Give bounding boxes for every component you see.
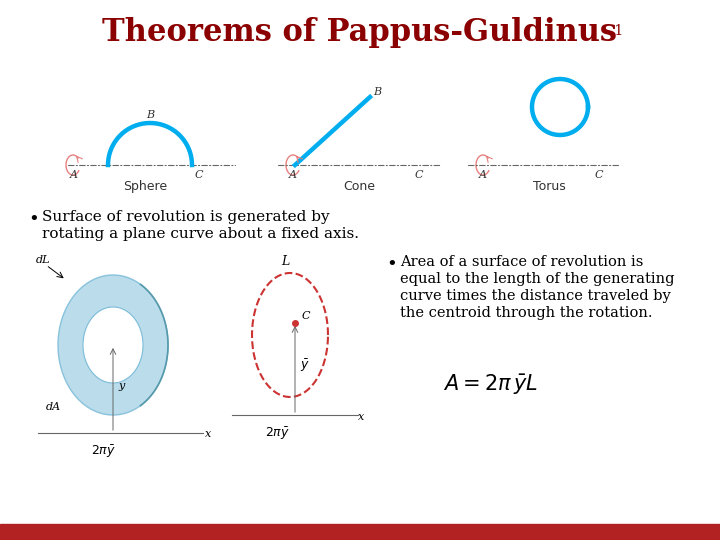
Text: C: C: [302, 311, 310, 321]
Text: B: B: [373, 87, 381, 97]
Text: dA: dA: [46, 402, 61, 412]
Text: A: A: [289, 170, 297, 180]
Polygon shape: [83, 307, 143, 383]
Text: Surface of revolution is generated by: Surface of revolution is generated by: [42, 210, 330, 224]
Text: y: y: [118, 381, 125, 391]
Text: Torus: Torus: [533, 180, 565, 193]
Text: equal to the length of the generating: equal to the length of the generating: [400, 272, 675, 286]
Text: C: C: [415, 170, 423, 180]
Text: © 2019 McGraw Hill Education.: © 2019 McGraw Hill Education.: [6, 528, 148, 537]
Text: $2\pi\bar{y}$: $2\pi\bar{y}$: [91, 443, 116, 460]
Text: Area of a surface of revolution is: Area of a surface of revolution is: [400, 255, 644, 269]
Bar: [0, 524, 720, 540]
Text: C: C: [195, 170, 204, 180]
Text: x: x: [358, 412, 364, 422]
Text: $A = 2\pi\,\bar{y}L$: $A = 2\pi\,\bar{y}L$: [443, 373, 538, 397]
Text: 1: 1: [610, 24, 624, 38]
Text: Theorems of Pappus-Guldinus: Theorems of Pappus-Guldinus: [102, 17, 618, 48]
Text: B: B: [146, 110, 154, 120]
Text: rotating a plane curve about a fixed axis.: rotating a plane curve about a fixed axi…: [42, 227, 359, 241]
Text: x: x: [205, 429, 211, 439]
Text: $2\pi\bar{y}$: $2\pi\bar{y}$: [265, 426, 290, 442]
Text: dL: dL: [36, 255, 50, 265]
Text: Sphere: Sphere: [123, 180, 167, 193]
Text: A: A: [70, 170, 78, 180]
Polygon shape: [58, 275, 168, 415]
Text: C: C: [595, 170, 603, 180]
Text: curve times the distance traveled by: curve times the distance traveled by: [400, 289, 671, 303]
Text: A: A: [479, 170, 487, 180]
Text: the centroid through the rotation.: the centroid through the rotation.: [400, 306, 652, 320]
Text: •: •: [28, 210, 39, 228]
Text: $\bar{y}$: $\bar{y}$: [300, 357, 310, 374]
Text: Cone: Cone: [343, 180, 375, 193]
Text: L: L: [281, 255, 289, 268]
Text: •: •: [386, 255, 397, 273]
